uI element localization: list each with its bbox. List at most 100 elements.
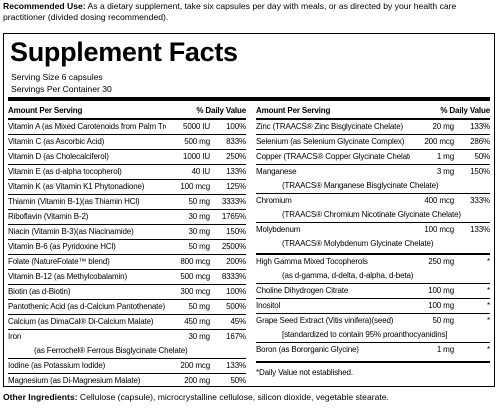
nutrient-source: (as d-gamma, d-delta, d-alpha, d-beta)	[282, 271, 414, 280]
nutrient-row: Folate (NatureFolate™ blend) 800 mcg 200%	[8, 254, 246, 269]
nutrient-name: Choline Dihydrogen Citrate	[256, 286, 349, 295]
nutrient-name: Vitamin A (as Mixed Carotenoids from Pal…	[8, 122, 166, 131]
amount: 50 mg	[188, 242, 211, 251]
nutrient-row: Molybdenum 100 mcg 133%	[256, 222, 490, 237]
daily-value: 500%	[226, 302, 246, 311]
amount: 40 IU	[191, 167, 211, 176]
left-table: Amount Per Serving % Daily Value Vitamin A…	[8, 104, 246, 388]
daily-value: *	[487, 301, 490, 310]
daily-value: 100%	[226, 287, 246, 296]
nutrient-name: Grape Seed Extract (Vitis vinifera)(seed…	[256, 316, 394, 325]
daily-value: 50%	[230, 376, 246, 385]
nutrient-name: Chromium	[256, 196, 292, 205]
nutrient-name: Vitamin C (as Ascorbic Acid)	[8, 137, 105, 146]
nutrient-row: Choline Dihydrogen Citrate 100 mg *	[256, 283, 490, 298]
daily-value: 50%	[474, 152, 490, 161]
nutrient-row: Boron (as Bororganic Glycine) 1 mg *	[256, 342, 490, 357]
daily-value: 167%	[226, 332, 246, 341]
dv-header: % Daily Value	[196, 106, 246, 115]
amount: 500 mcg	[180, 272, 210, 281]
nutrient-name: Iron	[8, 332, 22, 341]
nutrient-name: Manganese	[256, 167, 297, 176]
nutrient-name: Niacin (Vitamin B-3)(as Niacinamide)	[8, 227, 134, 236]
daily-value: 333%	[470, 196, 490, 205]
daily-value: 45%	[230, 317, 246, 326]
nutrient-source: (TRAACS® Molybdenum Glycinate Chelate)	[282, 239, 434, 248]
nutrient-name: Vitamin K (as Vitamin K1 Phytonadione)	[8, 182, 145, 191]
text: As a dietary supplement, take six capsul…	[3, 1, 457, 22]
amount: 5000 IU	[183, 122, 210, 131]
daily-value: 833%	[226, 137, 246, 146]
nutrient-name: Biotin (as d-Biotin)	[8, 287, 71, 296]
table-header: Amount Per Serving % Daily Value	[8, 104, 246, 120]
nutrient-name: Vitamin D (as Cholecalciferol)	[8, 152, 109, 161]
nutrient-row: Riboflavin (Vitamin B-2) 30 mg 1765%	[8, 209, 246, 224]
nutrient-name: Vitamin E (as d-alpha tocopherol)	[8, 167, 122, 176]
amount: 50 mg	[188, 302, 211, 311]
rule	[8, 97, 490, 101]
daily-value: 133%	[226, 167, 246, 176]
nutrient-name: Pantothenic Acid (as d-Calcium Pantothen…	[8, 302, 166, 311]
nutrient-row: High Gamma Mixed Tocopherols 250 mg *	[256, 255, 490, 269]
amount: 200 mg	[184, 376, 210, 385]
nutrient-row: Zinc (TRAACS® Zinc Bisglycinate Chelate)…	[256, 120, 490, 134]
nutrient-name: Calcium (as DimaCal® Di-Calcium Malate)	[8, 317, 154, 326]
amount: 50 mg	[188, 197, 211, 206]
nutrient-name: Thiamin (Vitamin B-1)(as Thiamin HCl)	[8, 197, 140, 206]
other-ingredients: Other Ingredients: Cellulose (capsule), …	[3, 392, 497, 403]
label: Other Ingredients:	[3, 392, 78, 402]
nutrient-row: Selenium (as Selenium Glycinate Complex)…	[256, 134, 490, 149]
nutrient-name: Vitamin B-6 (as Pyridoxine HCl)	[8, 242, 116, 251]
amount: 400 mcg	[424, 196, 454, 205]
nutrient-name: Copper (TRAACS® Copper Glycinate Chelate…	[256, 152, 410, 161]
nutrient-row: Vitamin K (as Vitamin K1 Phytonadione) 10…	[8, 179, 246, 194]
recommended-use: Recommended Use: As a dietary supplement…	[3, 1, 497, 23]
nutrient-row: Vitamin B-6 (as Pyridoxine HCl) 50 mg 2500…	[8, 239, 246, 254]
daily-value: 286%	[470, 137, 490, 146]
amount: 30 mg	[188, 227, 211, 236]
footnote: *Daily Value not established.	[256, 361, 490, 377]
daily-value: 1765%	[221, 212, 246, 221]
nutrient-row: Iodine (as Potassium Iodide) 200 mcg 133%	[8, 358, 246, 373]
amount: 30 mg	[188, 212, 211, 221]
nutrient-row: Vitamin D (as Cholecalciferol) 1000 IU 250…	[8, 149, 246, 164]
amount: 500 mg	[184, 137, 210, 146]
nutrient-name: Molybdenum	[256, 225, 301, 234]
amount: 1000 IU	[183, 152, 210, 161]
nutrient-row: Calcium (as DimaCal® Di-Calcium Malate) 4…	[8, 314, 246, 329]
nutrient-row: Manganese 3 mg 150%	[256, 164, 490, 179]
nutrient-source: (TRAACS® Chromium Nicotinate Glycinate C…	[282, 210, 461, 219]
amount: 100 mcg	[180, 182, 210, 191]
table-header: Amount Per Serving % Daily Value	[256, 104, 490, 120]
nutrient-row: Magnesium (as Di-Magnesium Malate) 200 mg…	[8, 373, 246, 388]
nutrient-row: Thiamin (Vitamin B-1)(as Thiamin HCl) 50 …	[8, 194, 246, 209]
facts-panel: Supplement Facts Serving Size 6 capsules…	[3, 33, 495, 387]
amount: 300 mcg	[180, 287, 210, 296]
amount: 200 mcg	[424, 137, 454, 146]
nutrient-name: Vitamin B-12 (as Methylcobalamin)	[8, 272, 127, 281]
amount: 20 mg	[432, 122, 455, 131]
nutrient-row: Vitamin E (as d-alpha tocopherol) 40 IU 13…	[8, 164, 246, 179]
daily-value: 150%	[226, 227, 246, 236]
nutrient-source: [standardized to contain 95% proanthocya…	[282, 330, 448, 339]
nutrient-row: Inositol 100 mg *	[256, 298, 490, 313]
amount-header: Amount Per Serving	[8, 106, 83, 115]
daily-value: *	[487, 257, 490, 266]
nutrient-source: (TRAACS® Manganese Bisglycinate Chelate)	[282, 181, 439, 190]
servings-per-container: Servings Per Container 30	[11, 84, 112, 94]
nutrient-row: Iron 30 mg 167%	[8, 329, 246, 344]
nutrient-name: Iodine (as Potassium Iodide)	[8, 361, 106, 370]
nutrient-name: Riboflavin (Vitamin B-2)	[8, 212, 89, 221]
nutrient-row: Vitamin A (as Mixed Carotenoids from Pal…	[8, 120, 246, 134]
daily-value: *	[487, 316, 490, 325]
nutrient-name: Boron (as Bororganic Glycine)	[256, 345, 359, 354]
daily-value: 133%	[226, 361, 246, 370]
daily-value: 133%	[470, 122, 490, 131]
nutrient-name: Zinc (TRAACS® Zinc Bisglycinate Chelate)	[256, 122, 404, 131]
nutrient-row: Biotin (as d-Biotin) 300 mcg 100%	[8, 284, 246, 299]
nutrient-name: Magnesium (as Di-Magnesium Malate)	[8, 376, 141, 385]
daily-value: 125%	[226, 182, 246, 191]
serving-size: Serving Size 6 capsules	[11, 72, 103, 82]
amount: 50 mg	[432, 316, 455, 325]
